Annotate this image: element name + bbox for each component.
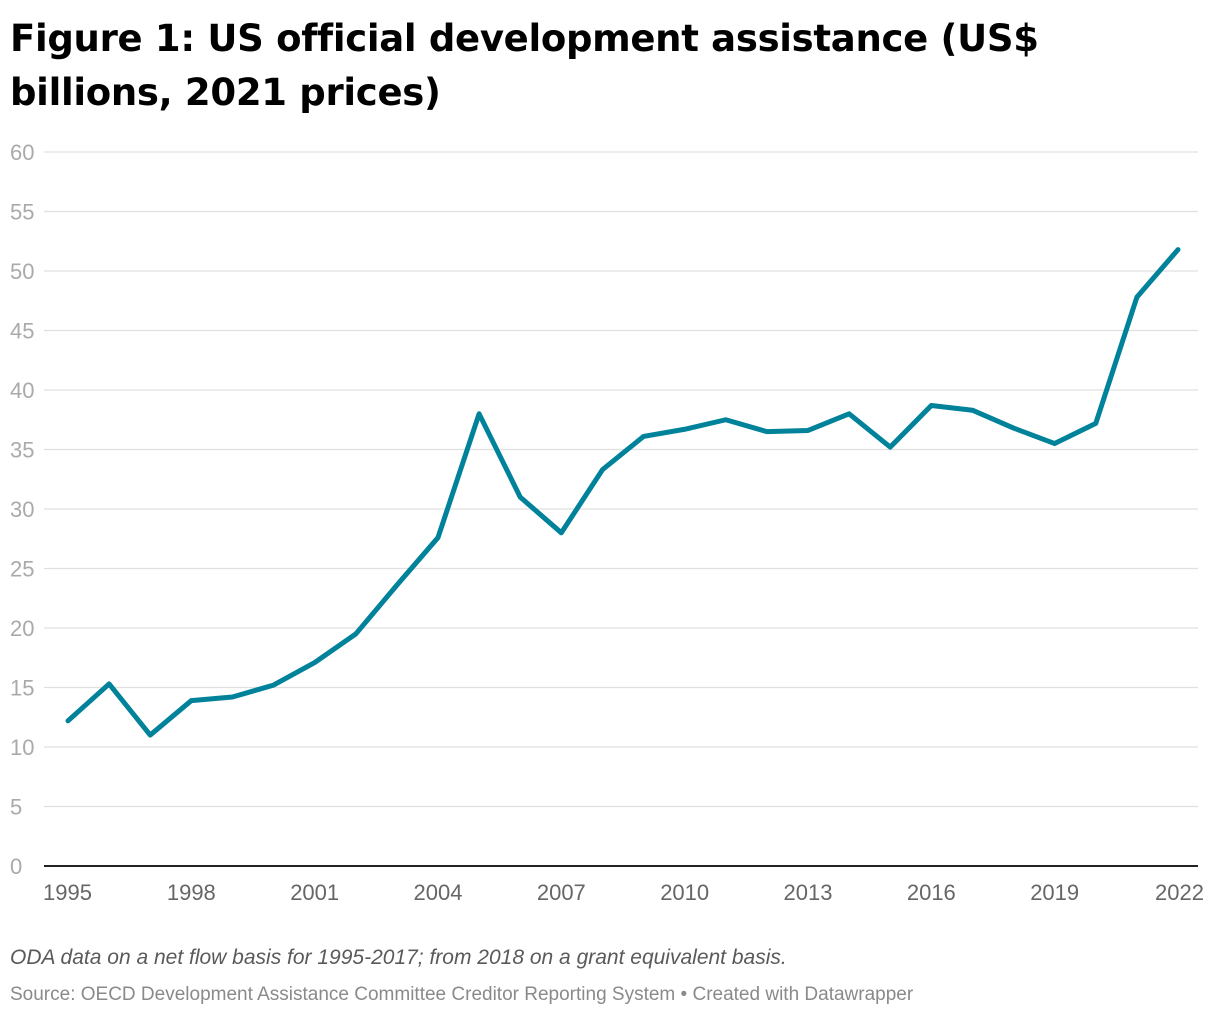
chart-note: ODA data on a net flow basis for 1995-20… <box>10 946 787 969</box>
data-point <box>684 429 685 430</box>
y-tick-label: 40 <box>10 378 34 403</box>
y-tick-label: 0 <box>10 854 22 879</box>
x-tick-label: 2007 <box>537 880 586 905</box>
x-tick-label: 2016 <box>907 880 956 905</box>
data-point <box>1095 423 1096 424</box>
y-tick-label: 25 <box>10 557 34 582</box>
data-point <box>232 697 233 698</box>
data-point <box>396 585 397 586</box>
y-tick-label: 55 <box>10 200 34 225</box>
data-point <box>931 405 932 406</box>
chart-title: Figure 1: US official development assist… <box>10 17 1039 114</box>
data-point <box>479 413 480 414</box>
data-point <box>561 532 562 533</box>
x-tick-label: 2001 <box>290 880 339 905</box>
x-tick-label: 1995 <box>43 880 92 905</box>
y-tick-label: 45 <box>10 319 34 344</box>
data-point <box>355 633 356 634</box>
data-point <box>520 497 521 498</box>
series-line <box>65 247 1181 738</box>
data-point <box>273 685 274 686</box>
data-point <box>1013 428 1014 429</box>
x-tick-label: 2004 <box>414 880 463 905</box>
x-tick-label: 2022 <box>1155 880 1204 905</box>
y-tick-label: 35 <box>10 438 34 463</box>
data-point <box>602 469 603 470</box>
data-point <box>109 683 110 684</box>
x-tick-label: 2019 <box>1030 880 1079 905</box>
data-point <box>1136 297 1137 298</box>
y-tick-label: 5 <box>10 795 22 820</box>
y-tick-label: 50 <box>10 259 34 284</box>
data-point <box>725 419 726 420</box>
data-point <box>643 436 644 437</box>
y-tick-label: 20 <box>10 616 34 641</box>
data-point <box>68 720 69 721</box>
data-point <box>766 431 767 432</box>
data-point <box>150 735 151 736</box>
x-tick-label: 2010 <box>660 880 709 905</box>
x-tick-label: 2013 <box>784 880 833 905</box>
data-point <box>314 662 315 663</box>
x-tick-label: 1998 <box>167 880 216 905</box>
data-point <box>1054 443 1055 444</box>
data-point <box>890 447 891 448</box>
series-layer <box>65 247 1181 738</box>
data-point <box>1178 249 1179 250</box>
data-point <box>438 537 439 538</box>
x-axis-ticks: 1995 1998 2001 2004 2007 2010 2013 2016 2019 2022 <box>43 880 1204 905</box>
data-point <box>972 410 973 411</box>
gridlines <box>44 151 1198 808</box>
y-tick-label: 15 <box>10 676 34 701</box>
y-axis-ticks: 0 5 10 15 20 25 30 35 40 45 50 55 60 <box>10 140 34 879</box>
y-tick-label: 10 <box>10 735 34 760</box>
data-point <box>808 430 809 431</box>
data-point <box>191 700 192 701</box>
y-tick-label: 60 <box>10 140 34 165</box>
chart-source: Source: OECD Development Assistance Comm… <box>10 984 914 1005</box>
y-tick-label: 30 <box>10 497 34 522</box>
data-point <box>849 413 850 414</box>
